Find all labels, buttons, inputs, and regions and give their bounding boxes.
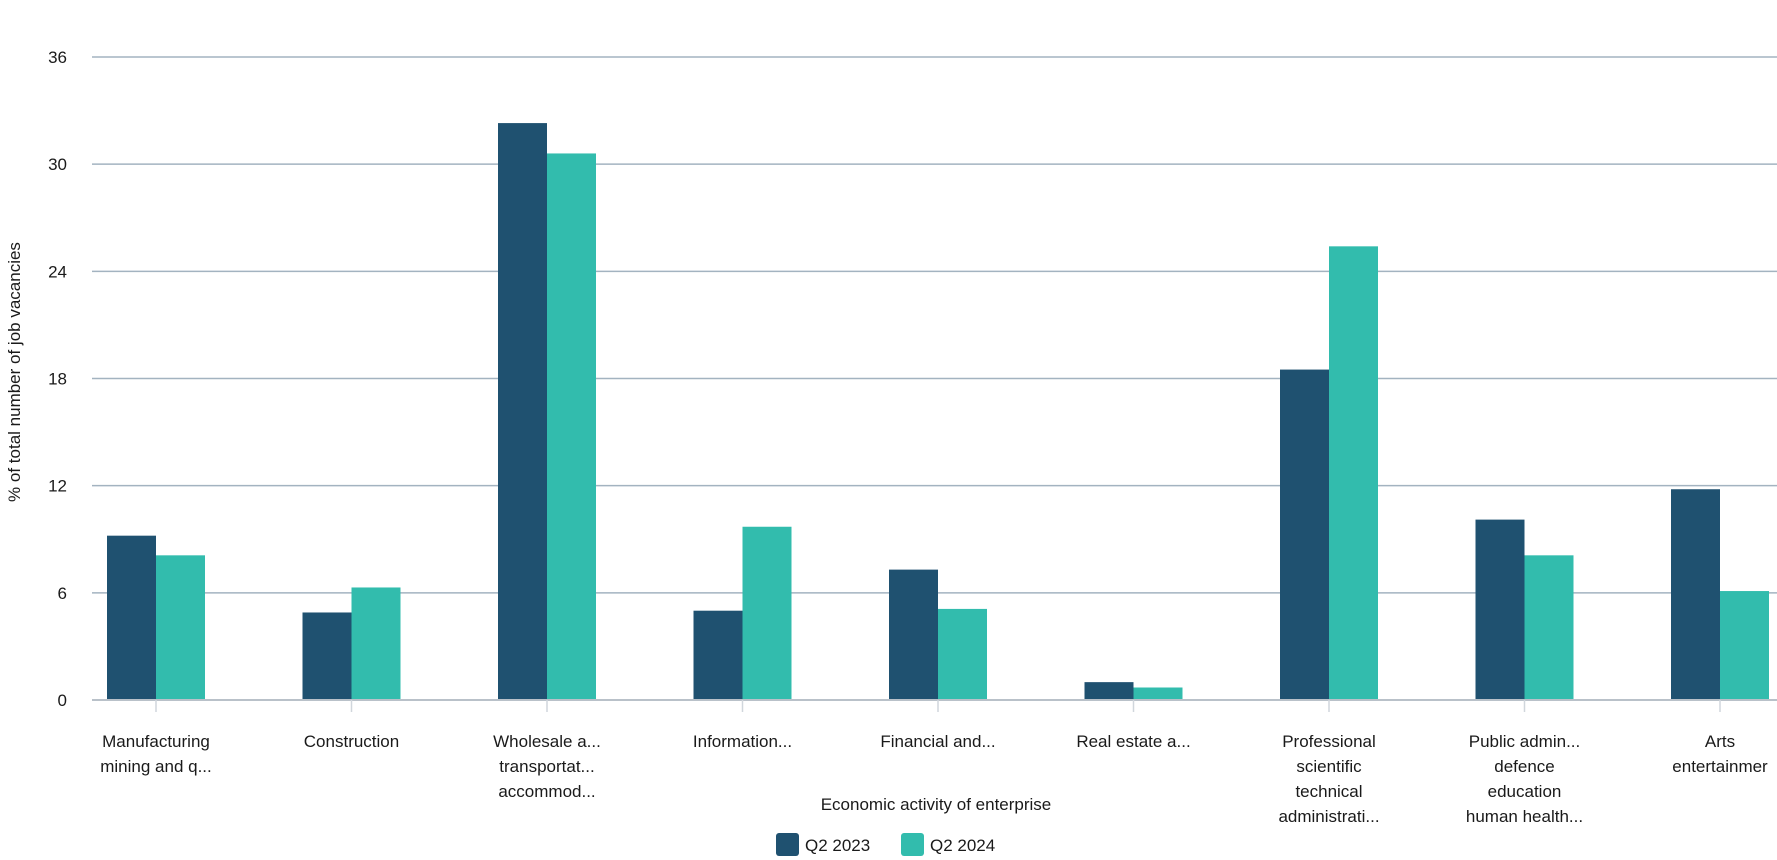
bar-q2-2024[interactable] — [1720, 591, 1769, 700]
bars — [107, 123, 1769, 700]
legend-swatch — [901, 833, 924, 856]
bar-q2-2024[interactable] — [1134, 687, 1183, 700]
bar-q2-2023[interactable] — [1476, 520, 1525, 700]
bar-q2-2023[interactable] — [1280, 370, 1329, 700]
x-tick-label: Real estate a... — [1076, 732, 1190, 751]
y-tick-label: 0 — [58, 691, 67, 710]
bar-q2-2024[interactable] — [1329, 246, 1378, 700]
bar-q2-2023[interactable] — [498, 123, 547, 700]
x-tick-label: Arts — [1705, 732, 1735, 751]
y-tick-label: 36 — [48, 48, 67, 67]
x-axis-title: Economic activity of enterprise — [821, 795, 1052, 814]
x-tick-label: Information... — [693, 732, 792, 751]
legend-item-q2-2023[interactable]: Q2 2023 — [776, 833, 870, 856]
legend-label: Q2 2024 — [930, 836, 995, 855]
x-tick-label: Professional — [1282, 732, 1376, 751]
x-tick-label: administrati... — [1278, 807, 1379, 826]
gridlines — [92, 57, 1777, 593]
bar-q2-2023[interactable] — [107, 536, 156, 700]
bar-q2-2023[interactable] — [1085, 682, 1134, 700]
x-tick-label: technical — [1295, 782, 1362, 801]
legend-item-q2-2024[interactable]: Q2 2024 — [901, 833, 995, 856]
x-tick-label: education — [1488, 782, 1562, 801]
bar-q2-2024[interactable] — [1525, 555, 1574, 700]
x-tick-label: Wholesale a... — [493, 732, 601, 751]
x-tick-label: defence — [1494, 757, 1555, 776]
x-tick-label: scientific — [1296, 757, 1362, 776]
x-tick-label: mining and q... — [100, 757, 212, 776]
y-tick-label: 18 — [48, 370, 67, 389]
y-tick-label: 24 — [48, 262, 67, 281]
legend-swatch — [776, 833, 799, 856]
x-tick-label: entertainmer — [1672, 757, 1768, 776]
x-tick-label: Construction — [304, 732, 399, 751]
x-tick-label: Public admin... — [1469, 732, 1581, 751]
y-axis-title: % of total number of job vacancies — [5, 242, 24, 502]
legend[interactable]: Q2 2023 Q2 2024 — [776, 833, 995, 856]
bar-q2-2024[interactable] — [547, 153, 596, 700]
x-tick-label: accommod... — [498, 782, 595, 801]
bar-q2-2023[interactable] — [889, 570, 938, 700]
bar-q2-2023[interactable] — [694, 611, 743, 700]
x-tick-label: Financial and... — [880, 732, 995, 751]
bar-q2-2023[interactable] — [1671, 489, 1720, 700]
legend-label: Q2 2023 — [805, 836, 870, 855]
x-tick-label: human health... — [1466, 807, 1583, 826]
y-axis-ticks: 0 6 12 18 24 30 36 — [48, 48, 67, 710]
x-tick-label: transportat... — [499, 757, 594, 776]
bar-q2-2024[interactable] — [352, 587, 401, 700]
y-tick-label: 6 — [58, 584, 67, 603]
bar-q2-2024[interactable] — [938, 609, 987, 700]
y-tick-label: 30 — [48, 155, 67, 174]
y-tick-label: 12 — [48, 477, 67, 496]
bar-q2-2024[interactable] — [743, 527, 792, 700]
x-tick-label: Manufacturing — [102, 732, 210, 751]
bar-q2-2023[interactable] — [303, 612, 352, 700]
bar-q2-2024[interactable] — [156, 555, 205, 700]
